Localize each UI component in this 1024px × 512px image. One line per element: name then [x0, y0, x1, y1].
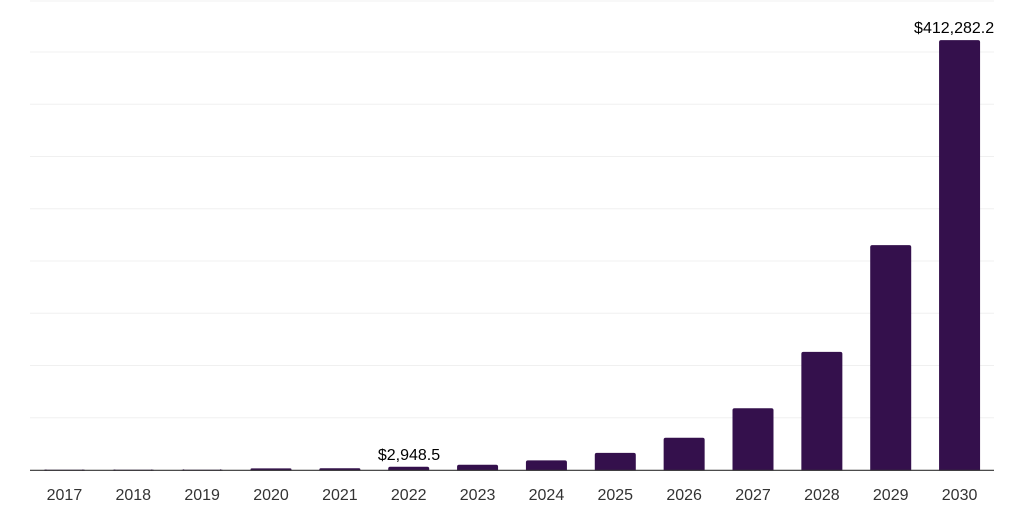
svg-text:2020: 2020 — [253, 487, 289, 504]
svg-text:2025: 2025 — [597, 487, 633, 504]
svg-text:2029: 2029 — [873, 487, 909, 504]
svg-text:2018: 2018 — [115, 487, 151, 504]
svg-text:$412,282.2: $412,282.2 — [914, 20, 994, 37]
svg-text:2021: 2021 — [322, 487, 358, 504]
svg-text:2028: 2028 — [804, 487, 840, 504]
svg-text:2019: 2019 — [184, 487, 220, 504]
svg-text:2024: 2024 — [529, 487, 565, 504]
svg-text:2017: 2017 — [47, 487, 83, 504]
svg-text:2030: 2030 — [942, 487, 978, 504]
svg-text:2026: 2026 — [666, 487, 702, 504]
svg-text:2027: 2027 — [735, 487, 771, 504]
svg-text:2023: 2023 — [460, 487, 496, 504]
svg-text:2022: 2022 — [391, 487, 427, 504]
svg-text:$2,948.5: $2,948.5 — [378, 447, 440, 464]
